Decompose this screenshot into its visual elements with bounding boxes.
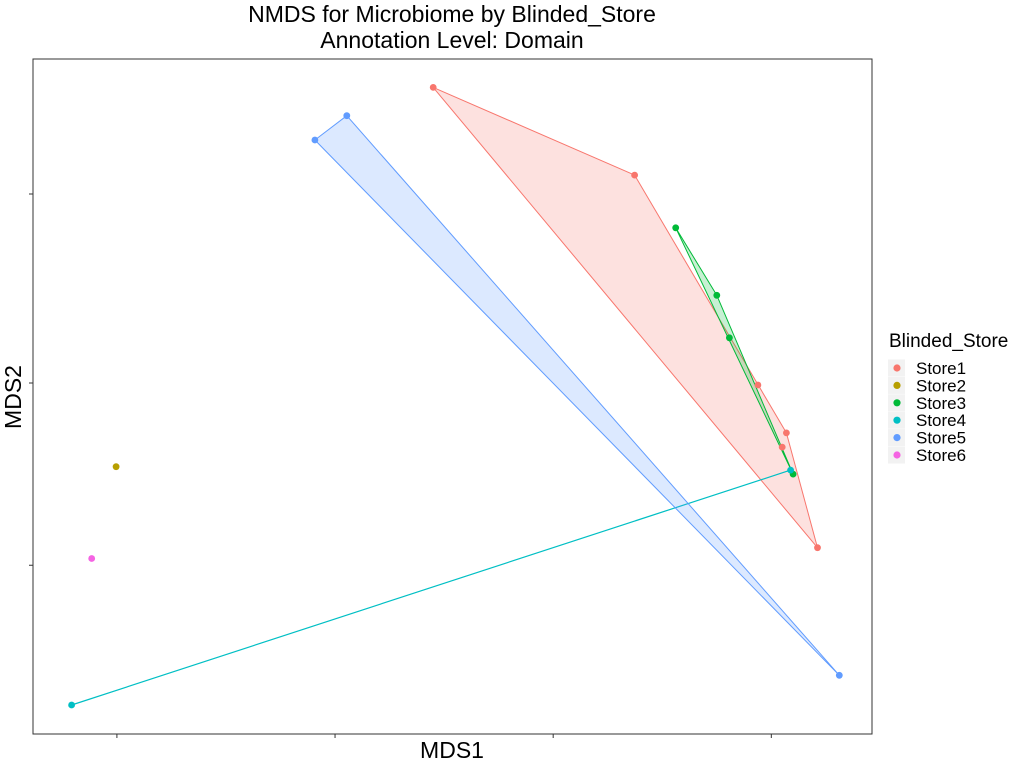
point-store5-1 (311, 136, 319, 144)
legend-label-store4: Store4 (916, 411, 966, 430)
point-store3-3 (726, 334, 733, 342)
legend-label-store1: Store1 (916, 359, 966, 378)
point-store6-1 (88, 555, 96, 562)
x-axis-label: MDS1 (420, 737, 484, 763)
plot-panel (32, 58, 873, 735)
point-store3-2 (713, 291, 721, 299)
point-layer (68, 84, 843, 709)
point-store2-1 (112, 463, 120, 471)
point-store1-6 (778, 443, 786, 451)
legend-label-store3: Store3 (916, 394, 966, 413)
point-store1-3 (754, 381, 762, 389)
hull-store4 (71, 469, 791, 706)
point-store4-2 (787, 466, 794, 474)
chart-subtitle: Annotation Level: Domain (320, 27, 583, 53)
hull-store5 (314, 115, 840, 676)
point-store4-1 (68, 701, 75, 709)
point-store1-5 (814, 544, 821, 552)
legend-key-store5 (893, 434, 901, 442)
legend-label-store5: Store5 (916, 429, 966, 448)
legend-key-store6 (893, 451, 901, 459)
legend-key-store2 (893, 381, 901, 389)
point-store3-1 (672, 224, 680, 232)
legend-title: Blinded_Store (889, 331, 1008, 352)
point-store5-2 (343, 112, 351, 120)
point-store5-3 (835, 671, 843, 679)
legend: Blinded_Store Store1Store2Store3Store4St… (888, 331, 1008, 465)
legend-label-store2: Store2 (916, 376, 966, 395)
point-store1-1 (429, 84, 437, 91)
legend-label-store6: Store6 (916, 446, 966, 465)
point-store1-2 (631, 171, 638, 179)
point-store1-4 (783, 429, 790, 437)
chart-title: NMDS for Microbiome by Blinded_Store (248, 1, 656, 27)
y-axis-label: MDS2 (0, 365, 26, 429)
legend-key-store1 (893, 364, 901, 372)
tick-layer (29, 193, 772, 738)
hull-layer (71, 86, 840, 706)
legend-key-store4 (893, 416, 901, 424)
legend-key-store3 (893, 399, 901, 407)
